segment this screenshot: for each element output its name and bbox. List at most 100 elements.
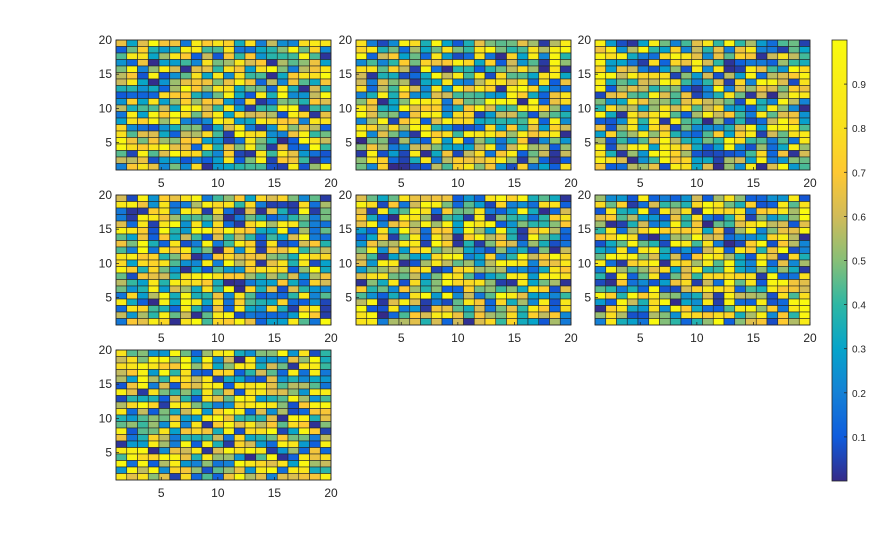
heatmap-cell: [126, 272, 138, 280]
heatmap-cell: [723, 279, 736, 287]
heatmap-cell: [137, 298, 149, 306]
heatmap-cell: [169, 156, 181, 164]
heatmap-cell: [691, 298, 703, 306]
heatmap-cell: [527, 156, 540, 164]
heatmap-cell: [298, 375, 310, 383]
heatmap-cell: [559, 240, 572, 248]
heatmap-cell: [377, 52, 389, 60]
heatmap-cell: [169, 233, 181, 241]
heatmap-cell: [702, 52, 714, 60]
heatmap-cell: [712, 220, 725, 228]
heatmap-cell: [180, 59, 192, 67]
heatmap-cell: [201, 111, 214, 119]
heatmap-cell: [180, 375, 192, 383]
heatmap-cell: [441, 227, 454, 235]
heatmap-cell: [538, 59, 550, 67]
heatmap-cell: [147, 421, 160, 429]
colorbar-tick-label: 0.8: [852, 124, 866, 135]
heatmap-cell: [180, 163, 192, 171]
heatmap-cell: [473, 220, 486, 228]
heatmap-cell: [452, 150, 464, 158]
heatmap-cell: [355, 124, 368, 132]
heatmap-cell: [366, 266, 378, 274]
heatmap-cell: [659, 201, 671, 209]
heatmap-cell: [594, 266, 607, 274]
heatmap-cell: [255, 65, 267, 73]
heatmap-cell: [276, 163, 289, 171]
heatmap-cell: [420, 207, 432, 215]
heatmap-cell: [680, 272, 693, 280]
heatmap-cell: [506, 259, 518, 267]
heatmap-cell: [287, 272, 300, 280]
heatmap-cell: [659, 98, 671, 106]
heatmap-cell: [355, 130, 368, 138]
heatmap-cell: [287, 124, 300, 132]
heatmap-cell: [691, 305, 703, 313]
heatmap-cell: [549, 65, 561, 73]
heatmap-cell: [319, 130, 332, 138]
heatmap-cell: [180, 143, 192, 151]
heatmap-cell: [755, 292, 768, 300]
heatmap-cell: [276, 305, 289, 313]
heatmap-cell: [723, 46, 736, 54]
heatmap-cell: [190, 447, 203, 455]
heatmap-cell: [420, 227, 432, 235]
heatmap-cell: [255, 52, 267, 60]
heatmap-cell: [298, 427, 310, 435]
heatmap-cell: [626, 227, 639, 235]
heatmap-cell: [201, 447, 214, 455]
heatmap-cell: [387, 72, 400, 80]
heatmap-cell: [377, 143, 389, 151]
heatmap-cell: [463, 111, 475, 119]
heatmap-cell: [147, 447, 160, 455]
heatmap-cell: [430, 207, 443, 215]
heatmap-cell: [745, 318, 757, 326]
heatmap-cell: [637, 318, 650, 326]
heatmap-cell: [180, 150, 192, 158]
colorbar-tick-label: 0.7: [852, 168, 866, 179]
heatmap-cell: [777, 311, 789, 319]
heatmap-cell: [147, 466, 160, 474]
heatmap-cell: [463, 246, 475, 254]
heatmap-cell: [788, 137, 800, 145]
heatmap-cell: [244, 292, 257, 300]
heatmap-cell: [745, 59, 757, 67]
heatmap-cell: [777, 150, 789, 158]
heatmap-cell: [702, 266, 714, 274]
heatmap-cell: [626, 253, 639, 261]
heatmap-cell: [616, 285, 628, 293]
heatmap-cell: [420, 201, 432, 209]
heatmap-cell: [734, 279, 746, 287]
heatmap-cell: [255, 137, 267, 145]
heatmap-cell: [298, 130, 310, 138]
heatmap-cell: [755, 98, 768, 106]
heatmap-cell: [648, 305, 660, 313]
heatmap-cell: [137, 85, 149, 93]
heatmap-cell: [516, 85, 529, 93]
heatmap-cell: [473, 246, 486, 254]
heatmap-cell: [212, 427, 224, 435]
heatmap-cell: [287, 349, 300, 357]
heatmap-cell: [276, 227, 289, 235]
heatmap-cell: [527, 85, 540, 93]
heatmap-cell: [723, 72, 736, 80]
heatmap-cell: [137, 143, 149, 151]
heatmap-cell: [147, 285, 160, 293]
heatmap-cell: [734, 111, 746, 119]
heatmap-cell: [559, 117, 572, 125]
heatmap-cell: [115, 427, 128, 435]
heatmap-cell: [309, 401, 321, 409]
heatmap-cell: [616, 253, 628, 261]
y-tick-label: 20: [578, 33, 592, 47]
heatmap-cell: [180, 318, 192, 326]
heatmap-cell: [223, 473, 235, 481]
heatmap-cell: [201, 207, 214, 215]
heatmap-cell: [777, 207, 789, 215]
heatmap-cell: [180, 124, 192, 132]
heatmap-cell: [309, 311, 321, 319]
heatmap-cell: [233, 104, 246, 112]
heatmap-cell: [734, 59, 746, 67]
heatmap-cell: [680, 150, 693, 158]
heatmap-cell: [276, 194, 289, 202]
heatmap-cell: [309, 375, 321, 383]
